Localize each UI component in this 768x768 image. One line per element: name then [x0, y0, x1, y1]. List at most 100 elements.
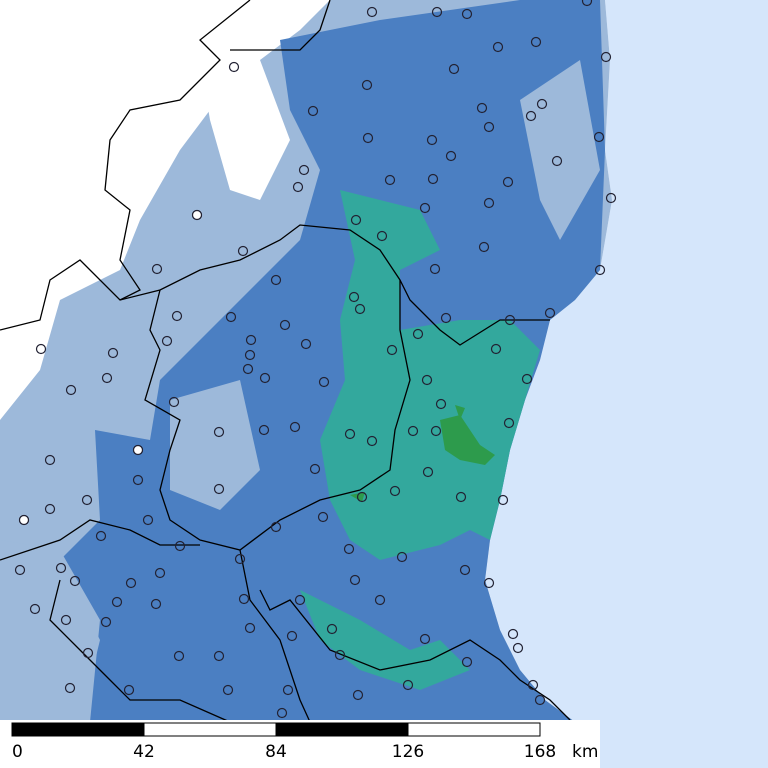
station	[374, 594, 386, 606]
station	[151, 263, 163, 275]
scale-unit: km	[572, 742, 598, 762]
station	[142, 514, 154, 526]
station	[527, 679, 539, 691]
station	[228, 61, 240, 73]
station	[502, 176, 514, 188]
station	[356, 491, 368, 503]
station	[544, 307, 556, 319]
station	[376, 230, 388, 242]
station	[352, 689, 364, 701]
station	[317, 511, 329, 523]
station	[461, 8, 473, 20]
station	[95, 530, 107, 542]
station	[286, 630, 298, 642]
region-teal	[300, 190, 540, 690]
station	[440, 312, 452, 324]
station	[362, 132, 374, 144]
scale-label: 84	[265, 742, 287, 762]
scale-label: 168	[524, 742, 556, 762]
station	[213, 483, 225, 495]
station	[445, 150, 457, 162]
station	[421, 374, 433, 386]
station	[348, 291, 360, 303]
station	[154, 567, 166, 579]
station	[171, 310, 183, 322]
station	[525, 110, 537, 122]
station	[282, 684, 294, 696]
station	[412, 328, 424, 340]
scale-label: 126	[392, 742, 424, 762]
station	[213, 426, 225, 438]
station	[55, 562, 67, 574]
station	[125, 577, 137, 589]
region-green	[350, 405, 495, 502]
station	[435, 398, 447, 410]
station	[300, 338, 312, 350]
station	[213, 650, 225, 662]
station	[396, 551, 408, 563]
station	[289, 421, 301, 433]
scale-bar: 0 42 84 126 168	[11, 722, 556, 762]
station	[384, 174, 396, 186]
station	[81, 494, 93, 506]
boundary	[239, 549, 571, 723]
scale-segment	[407, 722, 541, 737]
station	[551, 155, 563, 167]
station	[326, 623, 338, 635]
station	[476, 102, 488, 114]
station	[490, 343, 502, 355]
station	[361, 79, 373, 91]
station	[349, 574, 361, 586]
station	[594, 264, 606, 276]
station	[111, 596, 123, 608]
station	[530, 36, 542, 48]
station	[507, 628, 519, 640]
station	[276, 707, 288, 719]
station	[354, 303, 366, 315]
station	[503, 417, 515, 429]
station	[259, 372, 271, 384]
station	[294, 594, 306, 606]
station	[483, 577, 495, 589]
station	[69, 575, 81, 587]
station	[150, 598, 162, 610]
station	[386, 344, 398, 356]
station	[123, 684, 135, 696]
station	[161, 335, 173, 347]
station	[270, 274, 282, 286]
station	[483, 121, 495, 133]
station	[605, 192, 617, 204]
station	[593, 131, 605, 143]
station	[389, 485, 401, 497]
station	[344, 428, 356, 440]
station	[459, 564, 471, 576]
station	[29, 603, 41, 615]
station	[242, 363, 254, 375]
station	[455, 491, 467, 503]
scale-label: 0	[12, 742, 23, 762]
station	[350, 214, 362, 226]
station	[14, 564, 26, 576]
station	[521, 373, 533, 385]
station	[107, 347, 119, 359]
region-light-inner	[0, 60, 600, 722]
station	[222, 684, 234, 696]
station	[483, 197, 495, 209]
station	[244, 349, 256, 361]
station	[82, 647, 94, 659]
region-medium	[60, 0, 605, 722]
station	[427, 173, 439, 185]
boundary	[144, 280, 411, 551]
station	[307, 105, 319, 117]
station	[478, 241, 490, 253]
station	[132, 444, 144, 456]
scale-segment	[143, 722, 277, 737]
station	[44, 503, 56, 515]
boundary	[0, 519, 231, 723]
station	[258, 424, 270, 436]
station	[402, 679, 414, 691]
scale-segment	[11, 722, 145, 737]
station	[18, 514, 30, 526]
station	[419, 202, 431, 214]
scale-segment	[275, 722, 409, 737]
